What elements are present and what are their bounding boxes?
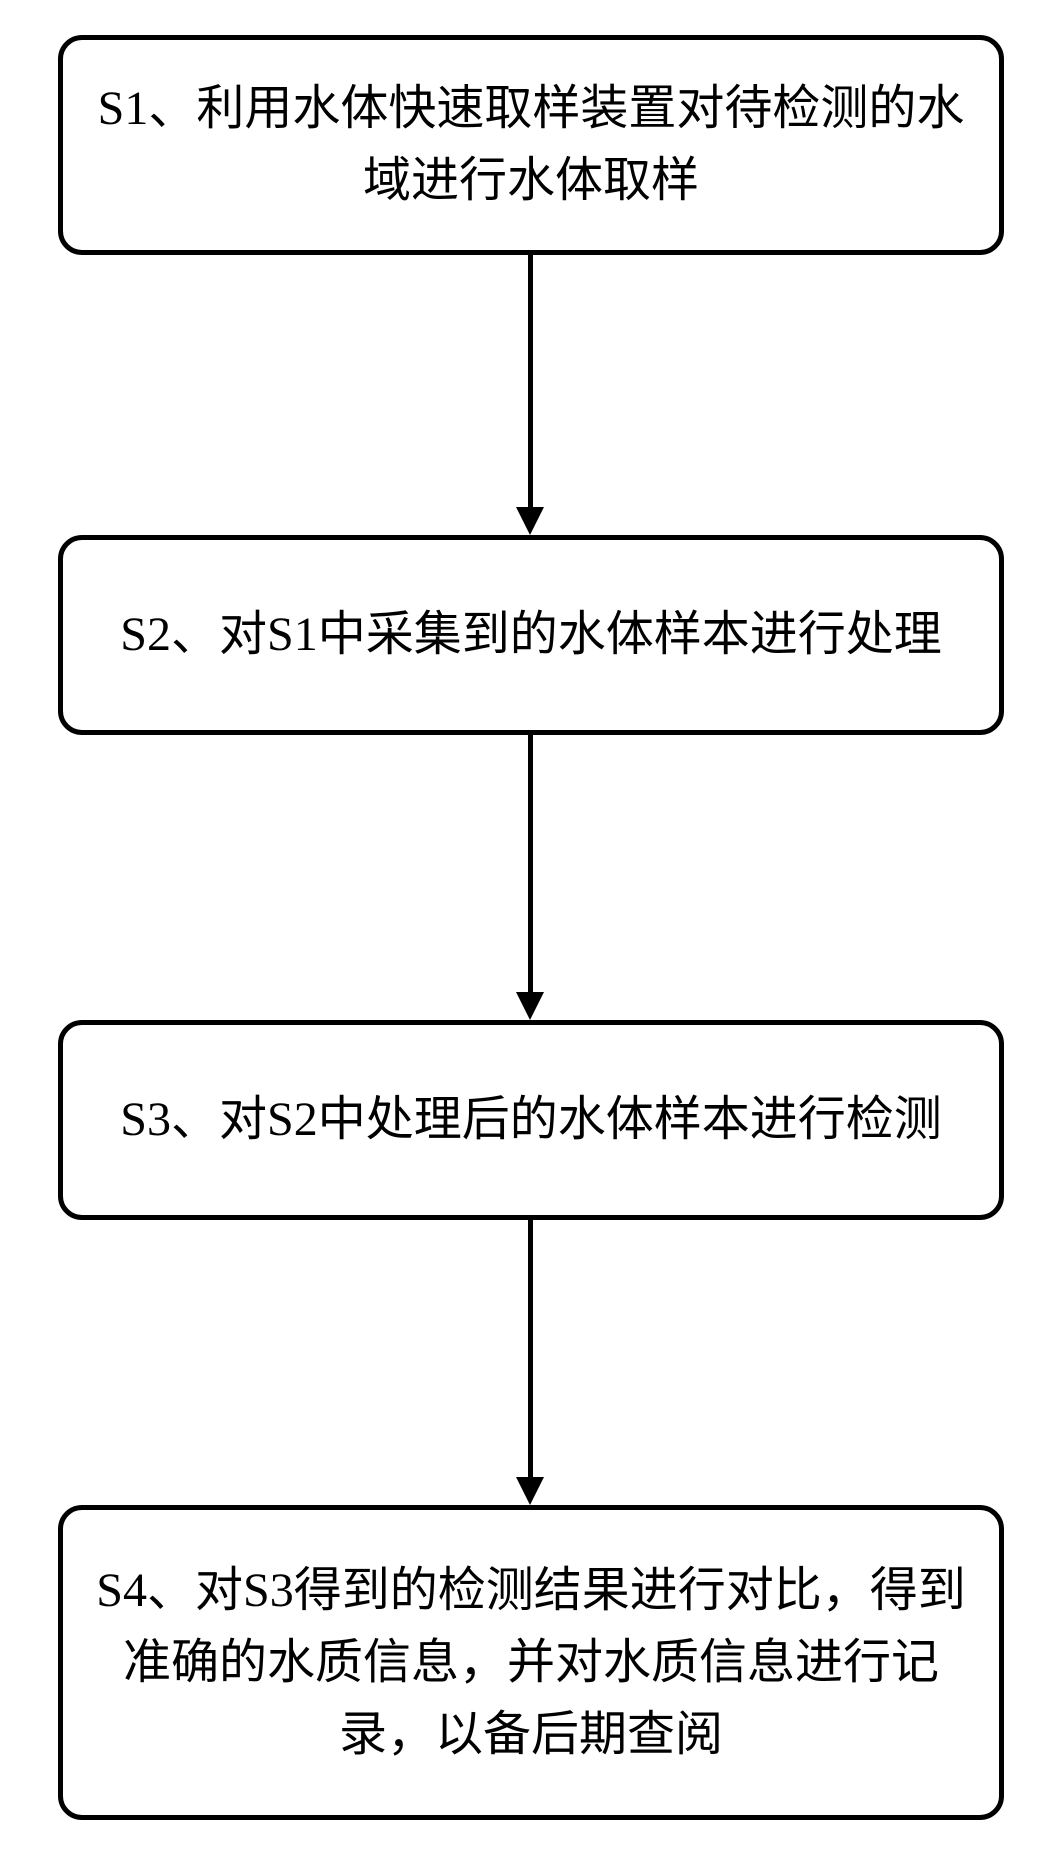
arrow-s1-s2-head bbox=[516, 507, 544, 535]
node-text: S4、对S3得到的检测结果进行对比，得到准确的水质信息，并对水质信息进行记录，以… bbox=[93, 1555, 969, 1771]
flowchart-node-s3: S3、对S2中处理后的水体样本进行检测 bbox=[58, 1020, 1004, 1220]
node-text: S1、利用水体快速取样装置对待检测的水域进行水体取样 bbox=[93, 73, 969, 217]
arrow-s2-s3-head bbox=[516, 992, 544, 1020]
arrow-s3-s4-line bbox=[528, 1220, 533, 1477]
arrow-s1-s2-line bbox=[528, 255, 533, 507]
node-text: S3、对S2中处理后的水体样本进行检测 bbox=[120, 1084, 941, 1156]
arrow-s3-s4-head bbox=[516, 1477, 544, 1505]
arrow-s2-s3-line bbox=[528, 735, 533, 992]
flowchart-node-s2: S2、对S1中采集到的水体样本进行处理 bbox=[58, 535, 1004, 735]
flowchart-container: S1、利用水体快速取样装置对待检测的水域进行水体取样 S2、对S1中采集到的水体… bbox=[0, 0, 1060, 1860]
flowchart-node-s1: S1、利用水体快速取样装置对待检测的水域进行水体取样 bbox=[58, 35, 1004, 255]
flowchart-node-s4: S4、对S3得到的检测结果进行对比，得到准确的水质信息，并对水质信息进行记录，以… bbox=[58, 1505, 1004, 1820]
node-text: S2、对S1中采集到的水体样本进行处理 bbox=[120, 599, 941, 671]
